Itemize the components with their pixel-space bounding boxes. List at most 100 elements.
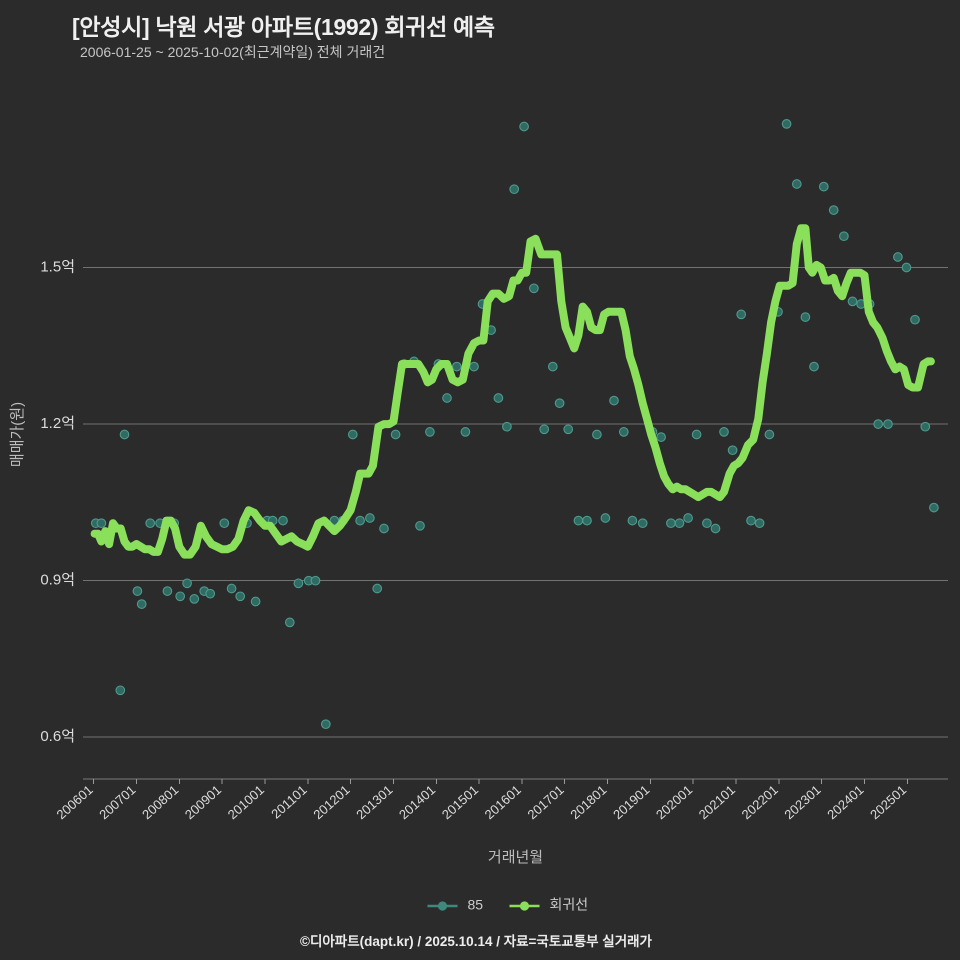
page-title: [안성시] 낙원 서광 아파트(1992) 회귀선 예측	[72, 14, 495, 40]
x-tick-label: 202501	[867, 782, 909, 822]
scatter-point	[372, 583, 383, 594]
scatter-point	[674, 518, 685, 529]
legend-marker	[437, 901, 448, 911]
scatter-point	[539, 424, 550, 435]
x-tick-label: 201001	[225, 782, 267, 822]
scatter-point	[415, 520, 425, 531]
x-axis-title: 거래년월	[488, 849, 543, 866]
scatter-point	[683, 513, 693, 523]
y-tick-label: 0.6억	[40, 728, 75, 745]
scatter-point	[893, 252, 903, 262]
scatter-point	[310, 575, 321, 586]
scatter-point	[609, 395, 619, 406]
scatter-point	[702, 518, 712, 529]
x-tick-label: 200901	[182, 782, 224, 822]
scatter-point	[691, 429, 702, 440]
scatter-point	[764, 429, 775, 440]
footer-credit: ©디아파트(dapt.kr) / 2025.10.14 / 자료=국토교통부 실…	[300, 934, 652, 949]
regression-line	[90, 224, 935, 559]
x-tick-label: 200801	[139, 782, 181, 822]
x-tick-label: 201501	[439, 782, 481, 822]
x-tick-label: 202101	[696, 782, 738, 822]
scatter-point	[529, 283, 539, 294]
scatter-point	[293, 578, 304, 589]
scatter-point	[502, 421, 512, 432]
scatter-point	[809, 361, 819, 372]
scatter-point	[451, 361, 462, 372]
scatter-point	[883, 419, 893, 429]
scatter-point	[920, 421, 931, 432]
scatter-point	[929, 502, 939, 513]
scatter-point	[136, 599, 147, 609]
scatter-point	[600, 513, 611, 523]
scatter-point	[205, 588, 216, 599]
scatter-point	[828, 205, 839, 215]
scatter-point	[656, 432, 666, 442]
scatter-point	[627, 515, 638, 526]
x-tick-label: 201801	[567, 782, 609, 822]
scatter-point	[145, 518, 156, 529]
scatter-point	[573, 515, 584, 526]
x-tick-label: 200701	[96, 782, 138, 822]
scatter-point	[182, 578, 192, 589]
scatter-point	[592, 429, 602, 440]
scatter-point	[355, 515, 365, 526]
scatter-point	[582, 515, 592, 526]
scatter-point	[493, 393, 504, 403]
scatter-point	[347, 429, 358, 440]
scatter-point	[175, 591, 186, 602]
gridlines	[83, 266, 948, 780]
scatter-point	[818, 181, 829, 192]
scatter-point	[320, 719, 331, 730]
scatter-point	[727, 445, 738, 456]
x-tick-label: 201401	[396, 782, 438, 822]
scatter-point	[637, 518, 648, 529]
scatter-point	[250, 596, 261, 607]
legend-item-regression[interactable]: 회귀선	[509, 897, 589, 913]
scatter-point	[781, 119, 792, 129]
scatter-point	[189, 594, 200, 604]
scatter-point	[666, 518, 676, 529]
scatter-point	[162, 586, 173, 596]
scatter-point	[119, 429, 130, 440]
scatter-point	[278, 515, 288, 526]
scatter-point	[618, 427, 629, 437]
scatter-point	[425, 427, 435, 437]
y-tick-label: 0.9억	[40, 572, 75, 589]
scatter-point	[235, 591, 246, 602]
scatter-point	[390, 429, 401, 440]
scatter-point	[710, 523, 721, 534]
scatter-point	[736, 309, 747, 320]
x-tick-label: 201901	[610, 782, 652, 822]
scatter-point	[839, 231, 849, 242]
x-axis-tick-labels: 200601 200701 200801 200901 201001 201101 2012…	[53, 782, 909, 822]
scatter-point	[365, 513, 375, 523]
scatter-point	[442, 393, 452, 403]
x-tick-label: 201601	[482, 782, 524, 822]
scatter-point	[901, 262, 912, 273]
y-tick-label: 1.2억	[40, 415, 75, 432]
legend-marker	[519, 901, 530, 911]
x-tick-label: 201201	[310, 782, 352, 822]
scatter-point	[719, 427, 729, 437]
scatter-point	[226, 583, 237, 594]
legend-label: 회귀선	[550, 897, 589, 913]
x-tick-label: 201701	[524, 782, 566, 822]
scatter-point	[554, 398, 565, 409]
x-tick-label: 202201	[739, 782, 781, 822]
scatter-point	[563, 424, 574, 435]
y-axis-tick-labels: 1.5억 1.2억 0.9억 0.6억	[40, 258, 75, 745]
x-tick-label: 202001	[653, 782, 695, 822]
scatter-point	[800, 312, 811, 322]
scatter-point	[219, 518, 230, 529]
scatter-point	[284, 617, 295, 628]
x-tick-label: 202401	[824, 782, 866, 822]
scatter-point	[509, 184, 520, 195]
legend-item-scatter[interactable]: 85	[427, 897, 484, 913]
scatter-point	[460, 427, 471, 437]
x-tick-label: 202301	[781, 782, 823, 822]
scatter-point	[847, 296, 858, 307]
y-tick-label: 1.5억	[40, 258, 75, 275]
